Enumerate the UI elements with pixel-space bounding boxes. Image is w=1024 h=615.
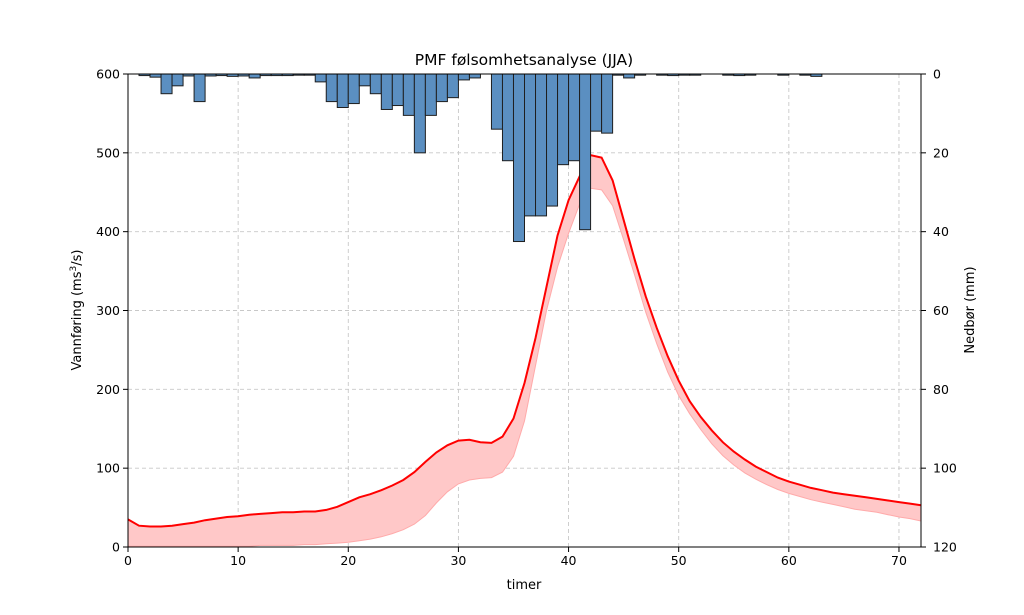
y-right-tick-label: 120 (933, 540, 957, 555)
precip-bar (623, 73, 636, 79)
x-tick-label: 70 (891, 553, 907, 568)
y-left-tick-label: 100 (96, 461, 120, 476)
y-axis-label-left-sup: 3 (69, 266, 79, 272)
y-left-tick-label: 300 (96, 303, 120, 318)
tick-layer: 0 10 20 30 40 50 60 70 0 100 200 300 400 500 600 0 20 40 6… (96, 67, 957, 569)
y-axis-label-left: Vannføring (ms3/s) (69, 250, 85, 371)
precip-bar (336, 73, 349, 109)
x-tick-label: 10 (230, 553, 246, 568)
y-right-tick-label: 40 (933, 224, 949, 239)
y-left-tick-label: 600 (96, 67, 120, 82)
precip-bar (546, 73, 559, 207)
precip-bar (248, 73, 261, 79)
precip-bar (590, 73, 603, 132)
y-right-tick-label: 80 (933, 382, 949, 397)
precip-bar (171, 73, 184, 87)
y-axis-label-right: Nedbør (mm) (963, 266, 978, 353)
y-axis-label-left-suffix: /s) (70, 250, 85, 266)
precip-bar (314, 73, 327, 83)
precip-bar (557, 73, 570, 166)
x-tick-label: 60 (781, 553, 797, 568)
precip-bar (468, 73, 481, 79)
precip-bar (391, 73, 404, 107)
precip-bar (601, 73, 614, 134)
y-right-tick-label: 100 (933, 461, 957, 476)
precip-bar (413, 73, 426, 154)
x-axis-label: timer (507, 578, 542, 593)
precip-bar (579, 73, 592, 231)
y-right-tick-label: 20 (933, 145, 949, 160)
x-tick-label: 50 (671, 553, 687, 568)
precip-bar (446, 73, 459, 99)
precip-bar (193, 73, 206, 103)
precip-bar (535, 73, 548, 217)
precip-bar (358, 73, 371, 87)
precip-bar (402, 73, 415, 116)
precip-bar (380, 73, 393, 110)
y-right-tick-label: 0 (933, 67, 941, 82)
precip-bar (568, 73, 581, 162)
x-tick-label: 20 (340, 553, 356, 568)
y-left-tick-label: 0 (112, 540, 120, 555)
x-tick-label: 40 (561, 553, 577, 568)
chart-title: PMF følsomhetsanalyse (JJA) (415, 51, 633, 69)
precip-bar (160, 73, 173, 95)
line-layer (127, 154, 922, 528)
precip-bar (435, 73, 448, 103)
precip-bar (325, 73, 338, 103)
x-tick-label: 0 (124, 553, 132, 568)
precip-bar (457, 73, 470, 81)
precip-bar (512, 73, 525, 243)
bar-layer (138, 73, 823, 243)
y-left-tick-label: 200 (96, 382, 120, 397)
x-tick-label: 30 (450, 553, 466, 568)
precip-bar (524, 73, 537, 217)
y-right-tick-label: 60 (933, 303, 949, 318)
precip-bar (501, 73, 514, 162)
discharge-line (127, 154, 922, 528)
precip-bar (347, 73, 360, 105)
precip-bar (369, 73, 382, 95)
y-left-tick-label: 400 (96, 224, 120, 239)
precip-bar (490, 73, 503, 130)
precip-bar (424, 73, 437, 116)
y-axis-label-left-prefix: Vannføring (ms (70, 271, 85, 370)
y-left-tick-label: 500 (96, 145, 120, 160)
